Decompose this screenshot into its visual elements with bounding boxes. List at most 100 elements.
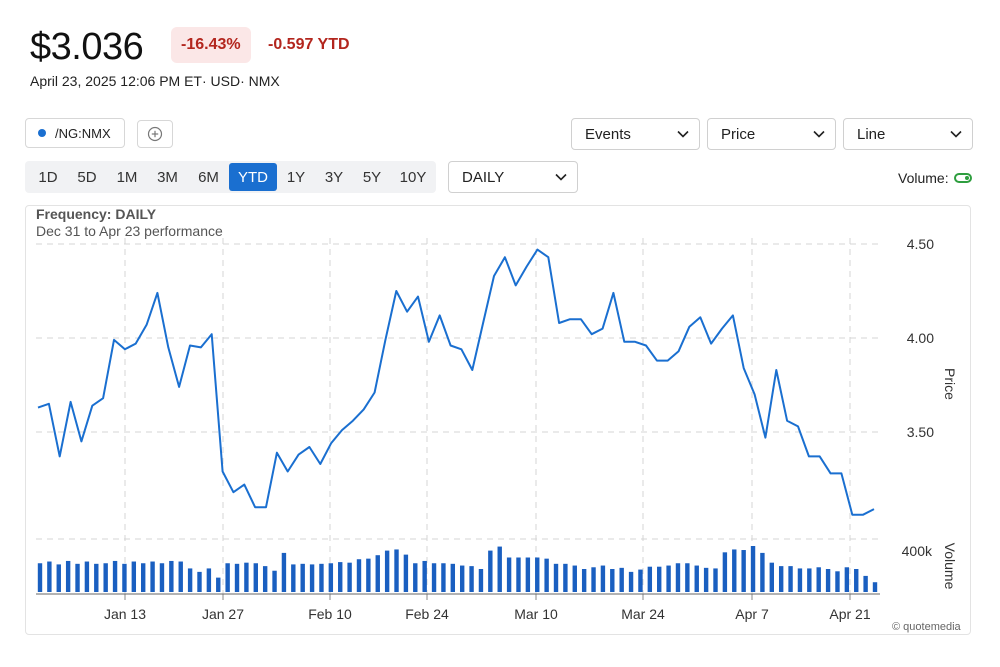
- chart-frequency-label: Frequency: DAILY: [36, 206, 157, 222]
- volume-bar: [347, 562, 352, 592]
- volume-bar: [122, 563, 127, 592]
- volume-bar: [863, 575, 868, 592]
- volume-bar: [234, 563, 240, 592]
- symbol-chip[interactable]: /NG:NMX: [25, 118, 125, 148]
- volume-bar: [413, 563, 418, 592]
- volume-bar: [544, 558, 549, 592]
- frequency-dropdown[interactable]: DAILY: [448, 161, 578, 193]
- chevron-down-icon: [813, 130, 825, 138]
- volume-bar: [638, 569, 643, 592]
- volume-bar: [872, 582, 878, 592]
- volume-bar: [225, 563, 230, 592]
- price-dropdown[interactable]: Price: [707, 118, 836, 150]
- volume-bar: [816, 567, 821, 592]
- events-dropdown[interactable]: Events: [571, 118, 700, 150]
- volume-bar: [375, 555, 380, 592]
- price-line: [37, 248, 875, 516]
- volume-bar: [366, 558, 371, 592]
- chart-type-dropdown[interactable]: Line: [843, 118, 973, 150]
- range-button-3m[interactable]: 3M: [157, 168, 178, 186]
- volume-bar: [722, 552, 728, 592]
- y-tick-label: 3.50: [907, 424, 934, 440]
- volume-bar: [309, 564, 315, 592]
- range-button-ytd[interactable]: YTD: [229, 163, 277, 191]
- volume-bar: [732, 549, 737, 592]
- range-button-1d[interactable]: 1D: [38, 168, 58, 186]
- x-tick-label: Mar 24: [621, 606, 665, 622]
- y-tick-label: 4.00: [907, 330, 934, 346]
- volume-bar: [619, 567, 624, 592]
- volume-bar: [797, 568, 803, 592]
- volume-bar: [497, 546, 502, 592]
- volume-bar: [703, 567, 709, 592]
- price-dropdown-label: Price: [721, 125, 756, 143]
- volume-bar: [750, 546, 756, 592]
- x-tick-label: Apr 7: [735, 606, 769, 622]
- volume-bar: [244, 562, 249, 592]
- volume-bar: [197, 571, 202, 592]
- volume-bar: [647, 566, 653, 592]
- volume-bar: [835, 571, 840, 592]
- volume-bar: [469, 566, 474, 592]
- volume-bar: [488, 550, 493, 592]
- volume-bar: [394, 549, 399, 592]
- volume-bar: [328, 563, 334, 592]
- series-color-dot: [38, 129, 46, 137]
- volume-bar: [169, 560, 174, 592]
- chart-type-dropdown-label: Line: [857, 125, 886, 143]
- volume-bar: [854, 569, 859, 592]
- time-range-selector: 1D 5D 1M 3M 6M YTD 1Y 3Y 5Y 10Y: [25, 161, 436, 193]
- volume-bar: [535, 557, 540, 592]
- volume-bar: [788, 566, 793, 592]
- volume-bar: [844, 567, 850, 592]
- toggle-switch-icon[interactable]: [953, 173, 972, 183]
- symbol-label: /NG:NMX: [55, 125, 111, 141]
- range-button-5d[interactable]: 5D: [77, 168, 97, 186]
- chevron-down-icon: [950, 130, 962, 138]
- volume-bar: [713, 568, 718, 592]
- plus-circle-icon: [147, 126, 163, 142]
- quote-timestamp: April 23, 2025 12:06 PM ET· USD· NMX: [30, 73, 280, 89]
- x-tick-label: Feb 10: [308, 606, 352, 622]
- events-dropdown-label: Events: [585, 125, 631, 143]
- volume-bar: [94, 563, 99, 592]
- volume-bar: [384, 550, 390, 592]
- chart-credit: © quotemedia: [892, 621, 961, 633]
- volume-bar: [281, 552, 287, 592]
- chevron-down-icon: [555, 173, 567, 181]
- volume-bar: [769, 562, 774, 592]
- volume-bar: [694, 565, 699, 592]
- volume-bar: [300, 563, 305, 592]
- x-tick-label: Mar 10: [514, 606, 558, 622]
- volume-bar: [760, 552, 765, 592]
- volume-bar: [422, 560, 427, 592]
- range-button-1y[interactable]: 1Y: [286, 168, 306, 186]
- change-percent-badge: -16.43%: [171, 27, 251, 63]
- volume-bar: [666, 565, 671, 592]
- volume-bar: [319, 563, 324, 592]
- volume-bar: [581, 569, 587, 592]
- range-button-5y[interactable]: 5Y: [362, 168, 382, 186]
- volume-bar: [825, 569, 831, 592]
- volume-bar: [47, 561, 52, 592]
- range-button-1m[interactable]: 1M: [116, 168, 138, 186]
- volume-bar: [75, 563, 80, 592]
- volume-bar: [525, 557, 531, 592]
- volume-bar: [807, 568, 812, 592]
- frequency-dropdown-label: DAILY: [462, 168, 505, 186]
- volume-bar: [112, 560, 118, 592]
- range-button-3y[interactable]: 3Y: [324, 168, 344, 186]
- volume-bar: [338, 562, 343, 592]
- x-tick-label: Feb 24: [405, 606, 449, 622]
- volume-bar: [563, 563, 568, 592]
- volume-bar: [291, 564, 296, 592]
- volume-bar: [572, 565, 577, 592]
- volume-bar: [216, 577, 221, 592]
- volume-toggle[interactable]: Volume:: [898, 170, 972, 186]
- add-comparison-button[interactable]: [137, 120, 173, 148]
- range-button-6m[interactable]: 6M: [198, 168, 219, 186]
- range-button-10y[interactable]: 10Y: [399, 168, 427, 186]
- volume-toggle-label: Volume:: [898, 170, 949, 186]
- volume-bar: [459, 565, 465, 592]
